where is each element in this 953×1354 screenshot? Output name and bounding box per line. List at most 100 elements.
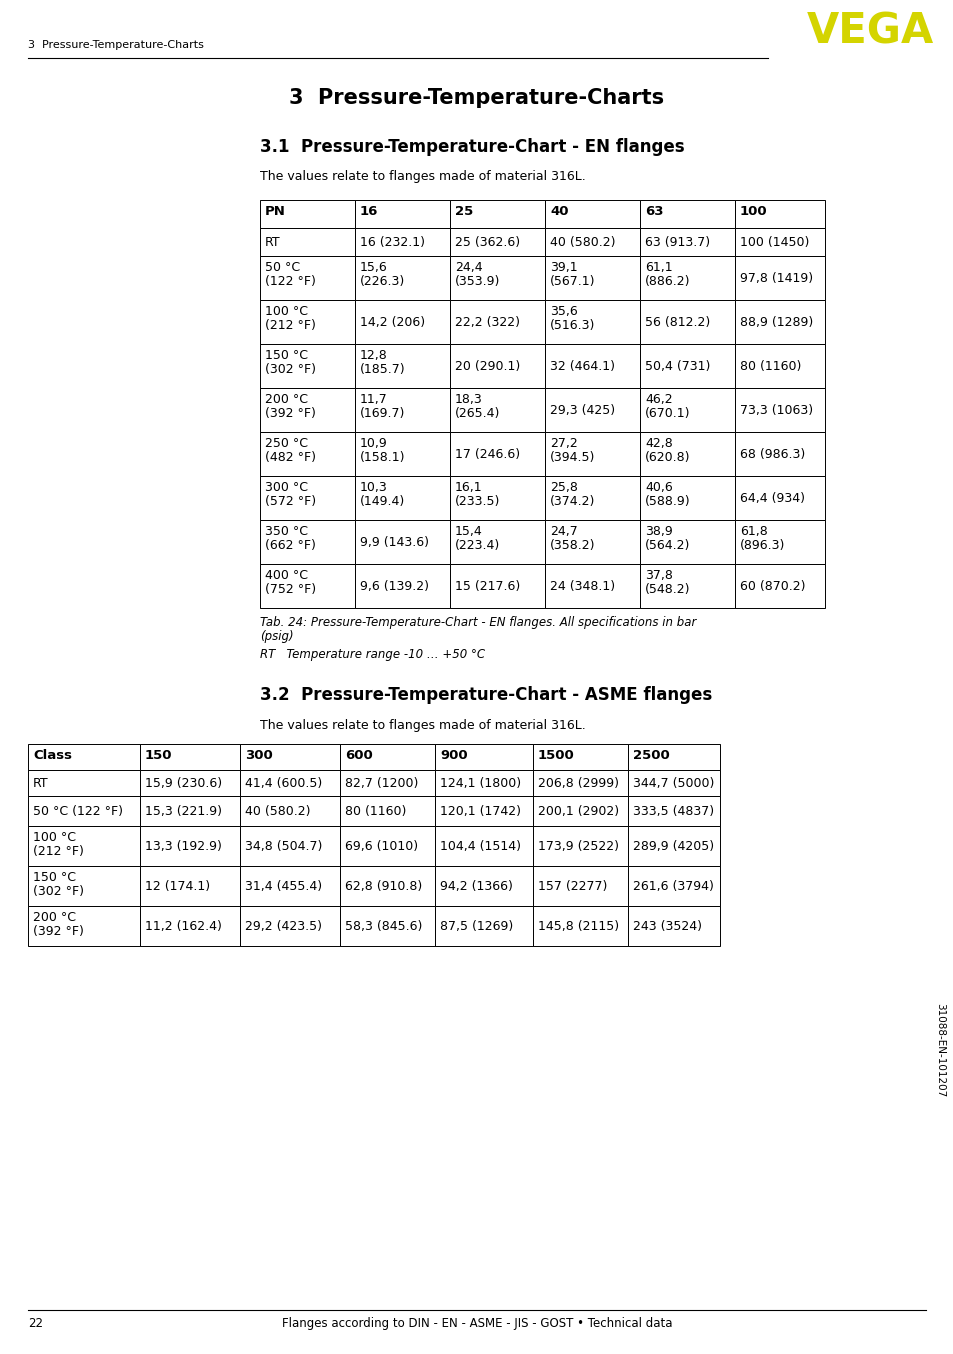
Text: 350 °C: 350 °C xyxy=(265,525,308,538)
Text: 35,6: 35,6 xyxy=(550,305,578,318)
Text: The values relate to flanges made of material 316L.: The values relate to flanges made of mat… xyxy=(260,719,585,733)
Text: 94,2 (1366): 94,2 (1366) xyxy=(439,880,513,894)
Text: 10,9: 10,9 xyxy=(359,437,387,450)
Bar xyxy=(734,477,824,520)
Text: 243 (3524): 243 (3524) xyxy=(633,919,701,933)
Text: (233.5): (233.5) xyxy=(455,496,500,508)
Text: 11,2 (162.4): 11,2 (162.4) xyxy=(145,919,222,933)
Bar xyxy=(627,796,720,826)
Text: 88,9 (1289): 88,9 (1289) xyxy=(740,315,812,329)
Text: 39,1: 39,1 xyxy=(550,261,577,274)
Text: RT: RT xyxy=(265,236,280,249)
Text: 25,8: 25,8 xyxy=(550,481,578,494)
Text: 68 (986.3): 68 (986.3) xyxy=(740,448,804,460)
Bar xyxy=(639,200,734,227)
Bar xyxy=(28,796,140,826)
Text: (752 °F): (752 °F) xyxy=(265,584,315,596)
Text: 157 (2277): 157 (2277) xyxy=(537,880,607,894)
Text: 16: 16 xyxy=(359,204,378,218)
Bar xyxy=(260,227,355,256)
Text: 14,2 (206): 14,2 (206) xyxy=(359,315,425,329)
Bar xyxy=(339,826,435,867)
Text: 104,4 (1514): 104,4 (1514) xyxy=(439,839,520,853)
Bar xyxy=(435,826,533,867)
Text: 3.1  Pressure-Temperature-Chart - EN flanges: 3.1 Pressure-Temperature-Chart - EN flan… xyxy=(260,138,684,156)
Bar xyxy=(450,200,544,227)
Text: (358.2): (358.2) xyxy=(550,539,595,552)
Bar xyxy=(240,906,339,946)
Text: 1500: 1500 xyxy=(537,749,574,762)
Bar xyxy=(450,301,544,344)
Text: 61,1: 61,1 xyxy=(644,261,672,274)
Bar xyxy=(435,906,533,946)
Text: 15,9 (230.6): 15,9 (230.6) xyxy=(145,777,222,789)
Text: 22: 22 xyxy=(28,1317,43,1330)
Text: (572 °F): (572 °F) xyxy=(265,496,315,508)
Text: RT   Temperature range -10 … +50 °C: RT Temperature range -10 … +50 °C xyxy=(260,649,485,661)
Bar xyxy=(140,906,240,946)
Text: 18,3: 18,3 xyxy=(455,393,482,406)
Text: 42,8: 42,8 xyxy=(644,437,672,450)
Bar xyxy=(734,200,824,227)
Text: 100 °C: 100 °C xyxy=(265,305,308,318)
Text: 40: 40 xyxy=(550,204,568,218)
Text: 200 °C: 200 °C xyxy=(33,911,76,923)
Bar xyxy=(240,796,339,826)
Text: 80 (1160): 80 (1160) xyxy=(345,806,406,818)
Bar xyxy=(28,826,140,867)
Text: (896.3): (896.3) xyxy=(740,539,784,552)
Bar xyxy=(355,344,450,389)
Bar xyxy=(355,389,450,432)
Text: Class: Class xyxy=(33,749,71,762)
Text: (149.4): (149.4) xyxy=(359,496,405,508)
Bar xyxy=(435,867,533,906)
Bar xyxy=(140,796,240,826)
Bar xyxy=(639,389,734,432)
Bar xyxy=(533,796,627,826)
Text: 58,3 (845.6): 58,3 (845.6) xyxy=(345,919,422,933)
Bar xyxy=(260,344,355,389)
Text: VEGA: VEGA xyxy=(805,11,933,53)
Bar xyxy=(260,200,355,227)
Text: 124,1 (1800): 124,1 (1800) xyxy=(439,777,520,789)
Bar xyxy=(544,389,639,432)
Text: 206,8 (2999): 206,8 (2999) xyxy=(537,777,618,789)
Text: (353.9): (353.9) xyxy=(455,275,500,288)
Text: 3  Pressure-Temperature-Charts: 3 Pressure-Temperature-Charts xyxy=(28,41,204,50)
Bar xyxy=(639,227,734,256)
Bar xyxy=(355,200,450,227)
Text: 250 °C: 250 °C xyxy=(265,437,308,450)
Text: (394.5): (394.5) xyxy=(550,451,595,464)
Bar xyxy=(450,520,544,565)
Bar xyxy=(28,770,140,796)
Bar xyxy=(639,520,734,565)
Text: 400 °C: 400 °C xyxy=(265,569,308,582)
Bar xyxy=(450,344,544,389)
Bar xyxy=(544,432,639,477)
Bar xyxy=(734,256,824,301)
Bar xyxy=(734,432,824,477)
Bar xyxy=(435,770,533,796)
Text: (302 °F): (302 °F) xyxy=(265,363,315,376)
Text: 46,2: 46,2 xyxy=(644,393,672,406)
Bar xyxy=(639,477,734,520)
Text: 63 (913.7): 63 (913.7) xyxy=(644,236,709,249)
Text: 600: 600 xyxy=(345,749,373,762)
Text: (392 °F): (392 °F) xyxy=(265,408,315,420)
Bar xyxy=(355,301,450,344)
Bar xyxy=(533,770,627,796)
Text: 15,3 (221.9): 15,3 (221.9) xyxy=(145,806,222,818)
Text: (588.9): (588.9) xyxy=(644,496,690,508)
Text: 100 °C: 100 °C xyxy=(33,831,76,844)
Text: 150 °C: 150 °C xyxy=(265,349,308,362)
Bar xyxy=(450,256,544,301)
Text: 56 (812.2): 56 (812.2) xyxy=(644,315,709,329)
Bar xyxy=(734,520,824,565)
Bar xyxy=(450,432,544,477)
Bar xyxy=(339,770,435,796)
Text: 261,6 (3794): 261,6 (3794) xyxy=(633,880,713,894)
Bar xyxy=(533,867,627,906)
Bar xyxy=(339,743,435,770)
Text: 61,8: 61,8 xyxy=(740,525,767,538)
Bar xyxy=(435,796,533,826)
